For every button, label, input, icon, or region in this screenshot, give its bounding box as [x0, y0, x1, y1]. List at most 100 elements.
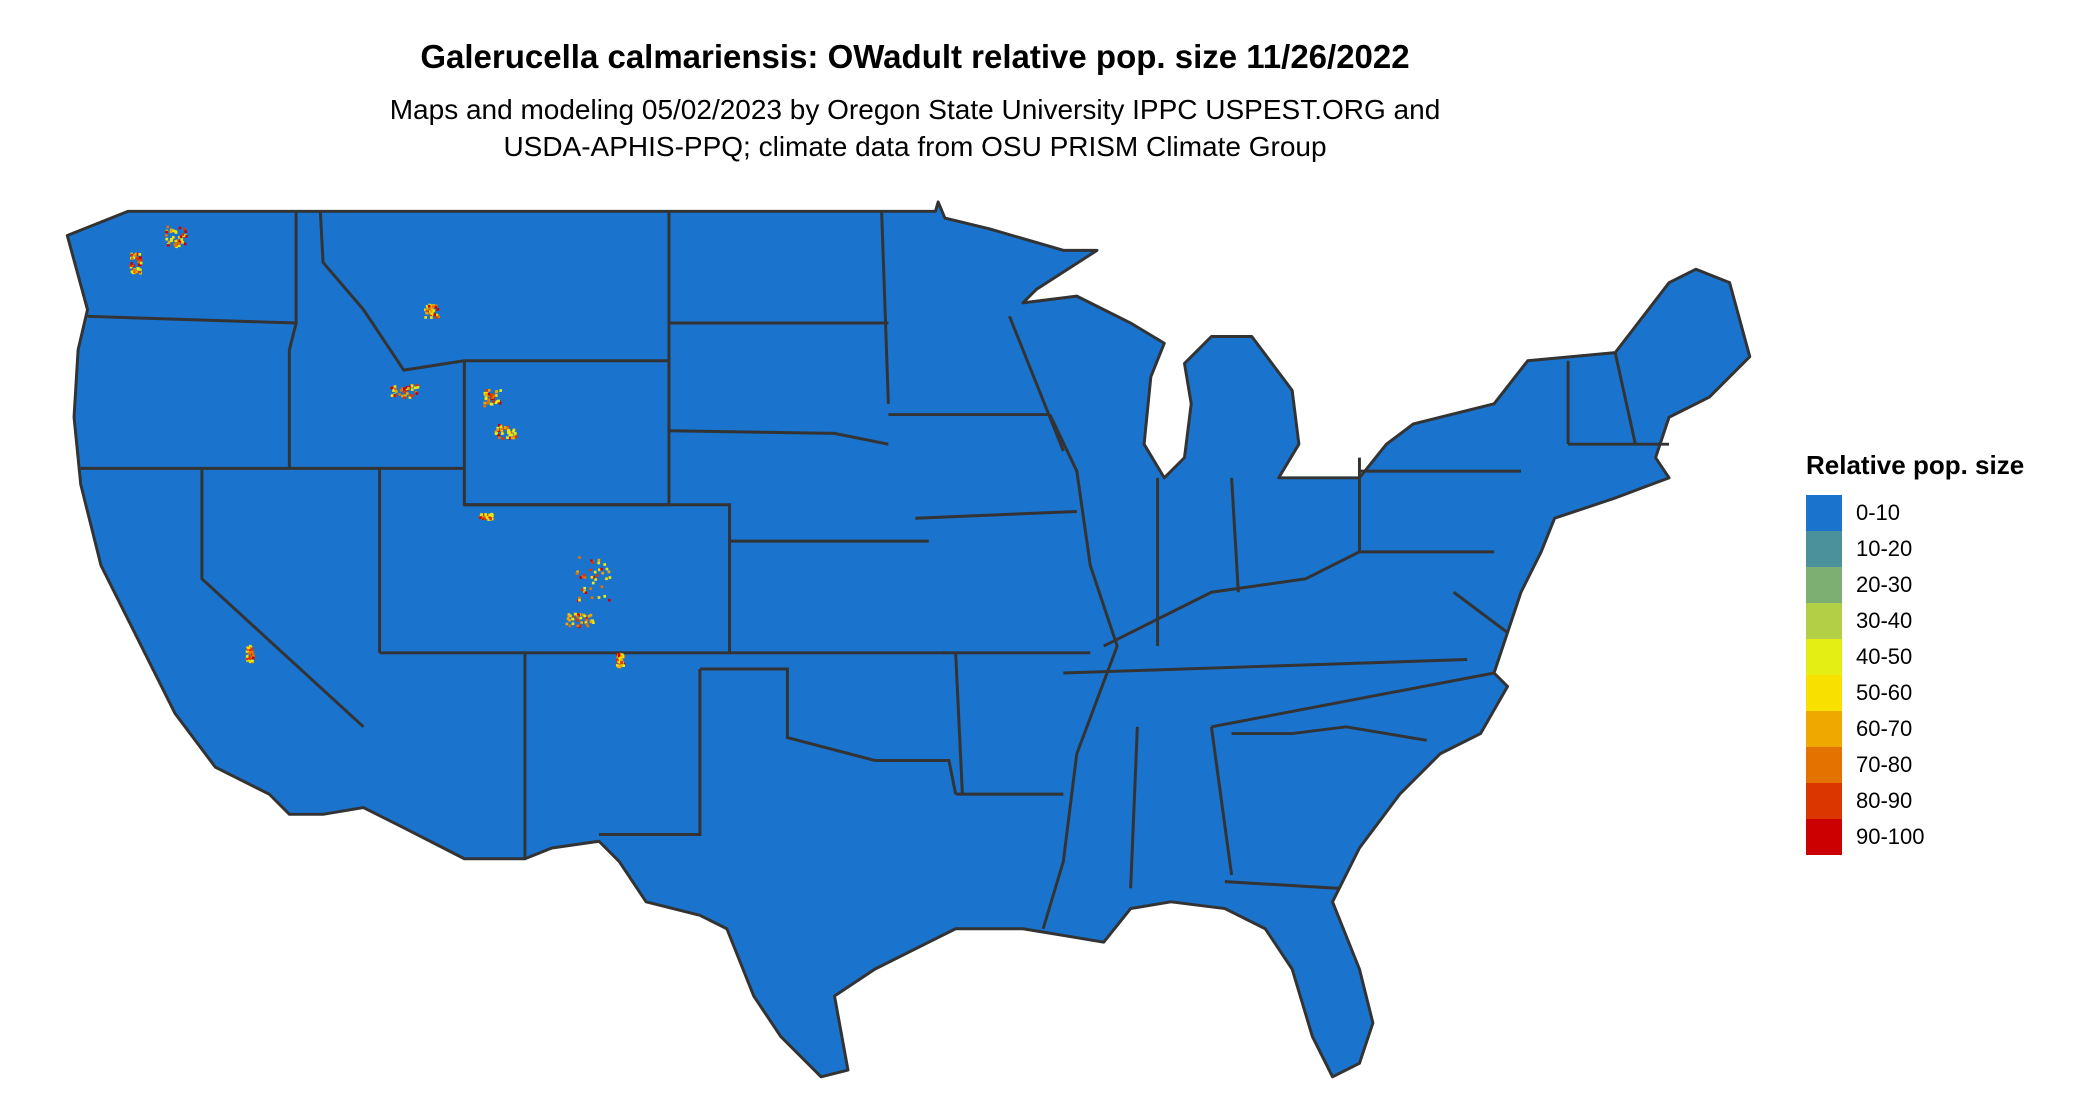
legend-item: 70-80: [1806, 747, 2024, 783]
hotspot-pixel: [591, 561, 594, 564]
hotspot-pixel: [401, 387, 404, 390]
hotspot-pixel: [501, 437, 505, 440]
hotspot-pixel: [393, 385, 397, 388]
hotspot-pixel: [485, 393, 488, 396]
hotspot-pixel: [429, 309, 433, 313]
hotspot-pixel: [130, 264, 134, 267]
hotspot-pixel: [605, 567, 609, 571]
hotspot-pixel: [571, 622, 575, 626]
hotspot-pixel: [494, 430, 498, 434]
hotspot-pixel: [508, 433, 512, 437]
state-border: [87, 314, 297, 325]
hotspot-pixel: [583, 614, 587, 618]
state-border: [668, 429, 889, 446]
hotspot-pixel: [513, 432, 517, 435]
hotspot-pixel: [575, 572, 579, 575]
hotspot-pixel: [135, 270, 138, 274]
state-border: [1063, 658, 1468, 675]
hotspot-pixel: [415, 385, 418, 389]
hotspot-pixel: [500, 432, 504, 435]
hotspot-pixel: [571, 617, 575, 621]
legend-label: 80-90: [1856, 788, 1913, 813]
hotspot-pixel: [483, 517, 486, 521]
hotspot-pixel: [429, 304, 433, 308]
hotspot-pixel: [509, 431, 513, 434]
hotspot-pixel: [184, 235, 188, 238]
hotspot-pixel: [492, 400, 496, 404]
hotspot-pixel: [622, 662, 626, 666]
hotspot-pixel: [183, 227, 187, 231]
state-border: [699, 667, 958, 795]
hotspot-pixel: [591, 581, 595, 585]
hotspot-pixel: [401, 394, 404, 398]
hotspot-pixel: [483, 401, 487, 405]
hotspot-pixel: [130, 262, 134, 265]
legend-title: Relative pop. size: [1806, 450, 2025, 480]
hotspot-pixel: [138, 270, 142, 274]
hotspot-pixel: [252, 655, 255, 658]
hotspot-pixel: [512, 428, 516, 432]
hotspot-pixel: [171, 229, 175, 233]
hotspot-pixel: [578, 598, 581, 602]
hotspot-pixel: [130, 257, 134, 260]
legend-label: 50-60: [1856, 680, 1913, 705]
hotspot-pixel: [510, 433, 514, 437]
state-border: [1231, 725, 1428, 742]
hotspot-pixel: [494, 401, 498, 405]
hotspot-pixel: [490, 515, 493, 519]
legend-swatch: [1806, 495, 1842, 531]
hotspot-pixel: [424, 316, 427, 319]
map-title: Galerucella calmariensis: OWadult relati…: [420, 38, 1410, 75]
hotspot-pixel: [619, 656, 622, 660]
hotspot-pixel: [133, 254, 136, 257]
hotspot-pixel: [178, 240, 182, 243]
hotspot-pixel: [589, 613, 593, 617]
hotspot-pixel: [593, 570, 597, 574]
hotspot-pixel: [437, 315, 441, 319]
hotspot-pixel: [408, 385, 412, 389]
hotspot-pixel: [486, 398, 490, 401]
legend-item: 80-90: [1806, 783, 2024, 819]
hotspot-pixel: [574, 612, 577, 616]
hotspot-pixel: [435, 316, 438, 319]
hotspot-pixel: [430, 308, 434, 311]
hotspot-pixel: [138, 253, 142, 256]
hotspot-pixel: [415, 392, 419, 395]
hotspot-pixel: [174, 240, 178, 243]
state-border: [1129, 726, 1139, 889]
legend-label: 70-80: [1856, 752, 1913, 777]
hotspot-pixel: [487, 392, 490, 396]
hotspot-pixel: [597, 561, 601, 565]
hotspot-pixel: [415, 384, 419, 387]
hotspot-pixel: [489, 402, 493, 406]
hotspot-pixel: [503, 426, 507, 429]
hotspot-pixel: [402, 387, 406, 391]
hotspot-pixel: [480, 513, 483, 516]
map-subtitle-line2: USDA-APHIS-PPQ; climate data from OSU PR…: [503, 131, 1327, 162]
hotspot-pixel: [578, 556, 581, 559]
state-border: [1211, 671, 1495, 729]
hotspot-pixel: [496, 428, 500, 431]
hotspot-pixel: [576, 619, 580, 622]
hotspot-pixel: [432, 309, 435, 313]
legend-item: 30-40: [1806, 603, 2024, 639]
hotspot-pixel: [494, 394, 498, 397]
hotspot-pixel: [137, 263, 141, 267]
hotspot-pixel: [479, 516, 482, 519]
hotspot-pixel: [492, 394, 496, 398]
hotspot-pixel: [409, 394, 413, 397]
state-border: [880, 211, 890, 404]
hotspot-pixel: [169, 230, 173, 234]
legend: Relative pop. size 0-10 10-20 20-30 30-40 40…: [1806, 450, 2024, 855]
legend-label: 20-30: [1856, 572, 1913, 597]
hotspot-pixel: [590, 559, 593, 563]
hotspot-pixel: [603, 563, 607, 566]
hotspot-pixel: [171, 235, 175, 239]
hotspot-pixel: [576, 570, 579, 574]
hotspot-pixel: [489, 395, 493, 398]
hotspot-pixel: [133, 269, 136, 272]
hotspot-pixel: [427, 304, 431, 308]
hotspot-pixel: [483, 391, 487, 395]
hotspot-pixel: [568, 618, 571, 622]
hotspot-pixel: [165, 237, 169, 241]
